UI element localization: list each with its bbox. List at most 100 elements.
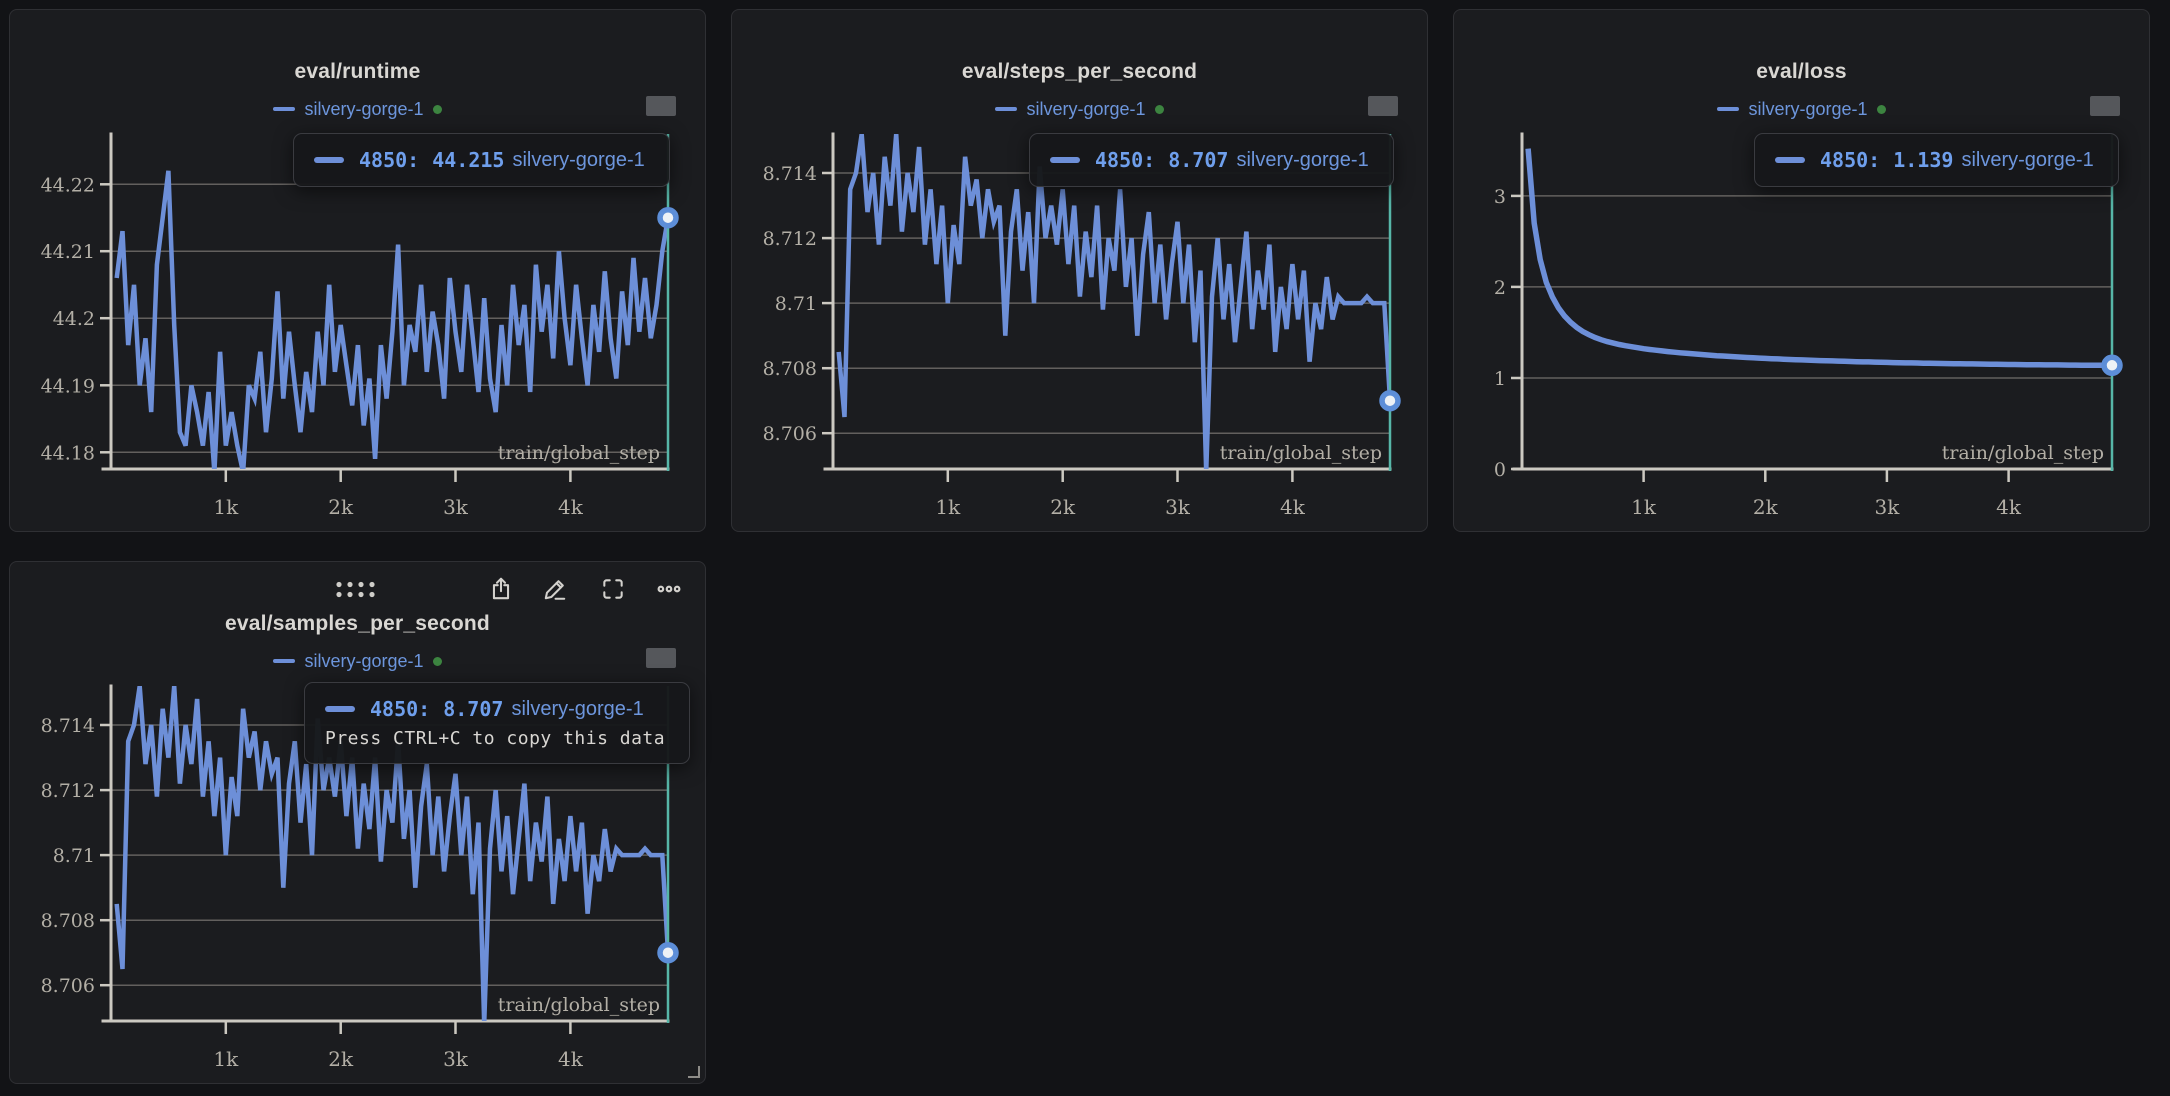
tooltip-step: 4850:	[359, 148, 420, 172]
legend-run-name: silvery-gorge-1	[1748, 98, 1868, 119]
tooltip-run-name: silvery-gorge-1	[511, 697, 644, 720]
drag-handle-icon[interactable]	[335, 580, 377, 598]
panel-title: eval/steps_per_second	[961, 60, 1198, 83]
tooltip-value: 1.139	[1893, 148, 1954, 172]
svg-text:train/global_step: train/global_step	[1942, 442, 2104, 464]
legend-run-name: silvery-gorge-1	[1026, 98, 1146, 119]
svg-text:1k: 1k	[1631, 495, 1657, 519]
svg-text:3k: 3k	[443, 495, 469, 519]
svg-text:2k: 2k	[328, 1047, 354, 1071]
legend[interactable]: silvery-gorge-1	[10, 98, 705, 120]
tooltip-value-row: 4850: 8.707 silvery-gorge-1	[1050, 148, 1369, 172]
tooltip-step: 4850:	[370, 697, 431, 721]
tooltip-value-row: 4850: 1.139 silvery-gorge-1	[1775, 148, 2094, 172]
svg-text:train/global_step: train/global_step	[498, 994, 660, 1016]
svg-text:44.21: 44.21	[41, 241, 95, 263]
svg-text:8.712: 8.712	[41, 780, 95, 802]
legend-line-swatch	[995, 106, 1018, 112]
svg-text:8.708: 8.708	[41, 910, 95, 932]
svg-text:train/global_step: train/global_step	[498, 442, 660, 464]
panel-title: eval/loss	[1756, 60, 1847, 83]
svg-text:3k: 3k	[1165, 495, 1191, 519]
tooltip-series-dash	[1775, 157, 1805, 163]
run-status-dot	[1154, 104, 1164, 114]
panel-title: eval/samples_per_second	[225, 612, 490, 635]
share-icon[interactable]	[488, 576, 514, 602]
tooltip-series-dash	[325, 706, 355, 712]
legend[interactable]: silvery-gorge-1	[1454, 98, 2149, 120]
tooltip-run-name: silvery-gorge-1	[1236, 148, 1369, 171]
chart-eval-samples-per-second[interactable]: 8.714 8.712 8.71 8.708 8.706 1k 2k 3k 4k train/gl…	[10, 562, 705, 1083]
svg-text:4k: 4k	[1280, 495, 1306, 519]
svg-text:8.706: 8.706	[763, 423, 817, 445]
tooltip-value: 8.707	[1168, 148, 1229, 172]
svg-text:8.706: 8.706	[41, 975, 95, 997]
tooltip-run-name: silvery-gorge-1	[512, 148, 645, 171]
tooltip-value: 44.215	[432, 148, 505, 172]
panel-eval-steps-per-second[interactable]: eval/steps_per_second silvery-gorge-1 8.…	[731, 9, 1428, 532]
legend[interactable]: silvery-gorge-1	[10, 650, 705, 672]
legend-line-swatch	[1717, 106, 1740, 112]
svg-text:2k: 2k	[328, 495, 354, 519]
svg-text:4k: 4k	[558, 1047, 584, 1071]
panel-corner-chip[interactable]	[646, 96, 676, 116]
panel-title: eval/runtime	[294, 60, 421, 83]
legend[interactable]: silvery-gorge-1	[732, 98, 1427, 120]
svg-text:8.714: 8.714	[41, 715, 95, 737]
panel-corner-chip[interactable]	[2090, 96, 2120, 116]
svg-text:3: 3	[1494, 186, 1506, 208]
tooltip-value-row: 4850: 8.707 silvery-gorge-1	[325, 697, 665, 721]
svg-text:train/global_step: train/global_step	[1220, 442, 1382, 464]
more-options-icon[interactable]	[656, 576, 682, 602]
svg-text:4k: 4k	[558, 495, 584, 519]
edit-pencil-icon[interactable]	[542, 576, 568, 602]
chart-tooltip: 4850: 1.139 silvery-gorge-1	[1754, 133, 2119, 187]
fullscreen-icon[interactable]	[600, 576, 626, 602]
chart-eval-loss[interactable]: 3 2 1 0 1k 2k 3k 4k train/global_step	[1454, 10, 2149, 531]
svg-text:8.714: 8.714	[763, 163, 817, 185]
svg-text:8.712: 8.712	[763, 228, 817, 250]
tooltip-series-dash	[314, 157, 344, 163]
tooltip-value-row: 4850: 44.215 silvery-gorge-1	[314, 148, 645, 172]
run-status-dot	[1876, 104, 1886, 114]
svg-text:8.71: 8.71	[775, 293, 817, 315]
svg-text:44.18: 44.18	[41, 442, 95, 464]
svg-text:3k: 3k	[1874, 495, 1900, 519]
panel-corner-chip[interactable]	[646, 648, 676, 668]
svg-text:44.19: 44.19	[41, 375, 95, 397]
svg-text:2k: 2k	[1753, 495, 1779, 519]
chart-eval-steps-per-second[interactable]: 8.714 8.712 8.71 8.708 8.706 1k 2k 3k 4k train/gl…	[732, 10, 1427, 531]
legend-line-swatch	[273, 658, 296, 664]
svg-text:1k: 1k	[213, 1047, 239, 1071]
svg-text:44.2: 44.2	[53, 308, 95, 330]
run-status-dot	[432, 104, 442, 114]
panel-eval-runtime[interactable]: eval/runtime silvery-gorge-1 44.22 44.21 4…	[9, 9, 706, 532]
panel-eval-loss[interactable]: eval/loss silvery-gorge-1 3 2 1 0 1k 2k 3k 4k tr…	[1453, 9, 2150, 532]
svg-text:2k: 2k	[1050, 495, 1076, 519]
chart-eval-runtime[interactable]: 44.22 44.21 44.2 44.19 44.18 1k 2k 3k 4k train/gl…	[10, 10, 705, 531]
tooltip-step: 4850:	[1820, 148, 1881, 172]
chart-tooltip: 4850: 8.707 silvery-gorge-1	[1029, 133, 1394, 187]
legend-run-name: silvery-gorge-1	[304, 650, 424, 671]
tooltip-value: 8.707	[443, 697, 504, 721]
svg-text:0: 0	[1494, 459, 1506, 481]
tooltip-copy-hint: Press CTRL+C to copy this data	[325, 728, 666, 749]
panel-eval-samples-per-second[interactable]: eval/samples_per_second silvery-gorge-1 …	[9, 561, 706, 1084]
svg-text:44.22: 44.22	[41, 174, 95, 196]
svg-text:3k: 3k	[443, 1047, 469, 1071]
svg-text:2: 2	[1494, 277, 1506, 299]
run-status-dot	[432, 656, 442, 666]
svg-text:1: 1	[1494, 368, 1506, 390]
svg-text:8.708: 8.708	[763, 358, 817, 380]
tooltip-step: 4850:	[1095, 148, 1156, 172]
panel-corner-chip[interactable]	[1368, 96, 1398, 116]
svg-text:8.71: 8.71	[53, 845, 95, 867]
svg-text:1k: 1k	[213, 495, 239, 519]
panel-resize-handle[interactable]	[688, 1066, 700, 1078]
legend-run-name: silvery-gorge-1	[304, 98, 424, 119]
tooltip-series-dash	[1050, 157, 1080, 163]
svg-text:4k: 4k	[1996, 495, 2022, 519]
svg-text:1k: 1k	[935, 495, 961, 519]
chart-tooltip: 4850: 8.707 silvery-gorge-1 Press CTRL+C…	[304, 682, 691, 764]
legend-line-swatch	[273, 106, 296, 112]
